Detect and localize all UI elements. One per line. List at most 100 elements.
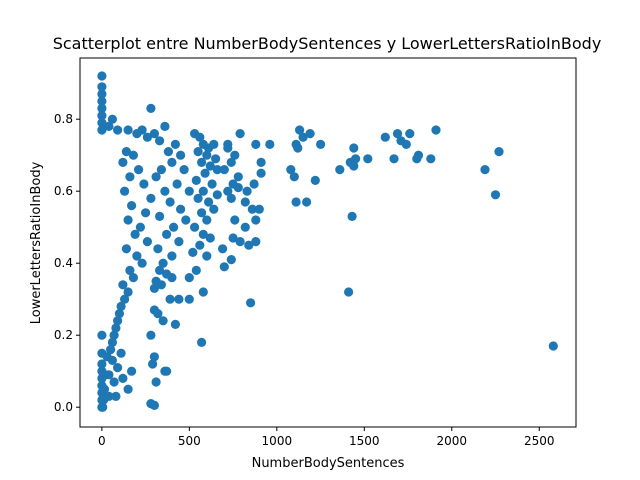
data-point-50: [118, 280, 128, 290]
data-point-206: [494, 147, 504, 157]
data-point-54: [114, 309, 124, 319]
data-point-185: [302, 197, 312, 207]
data-point-160: [226, 193, 236, 203]
data-point-29: [149, 129, 159, 139]
data-point-154: [265, 139, 275, 149]
data-point-184: [291, 197, 301, 207]
data-point-182: [316, 139, 326, 149]
data-point-125: [207, 179, 217, 189]
data-point-167: [228, 233, 238, 243]
data-point-22: [104, 391, 114, 401]
data-point-84: [155, 211, 165, 221]
data-point-120: [197, 157, 207, 167]
data-point-52: [120, 294, 130, 304]
data-point-66: [127, 366, 137, 376]
data-point-193: [344, 287, 354, 297]
data-point-32: [128, 150, 138, 160]
data-point-136: [195, 240, 205, 250]
data-point-191: [349, 143, 359, 153]
data-point-198: [401, 139, 411, 149]
data-point-17: [98, 402, 108, 412]
data-point-204: [480, 165, 490, 175]
data-point-41: [123, 215, 133, 225]
data-point-130: [209, 204, 219, 214]
y-tick-label-4: 0.8: [54, 112, 73, 126]
data-point-95: [156, 280, 166, 290]
data-point-146: [226, 157, 236, 167]
data-point-142: [184, 294, 194, 304]
data-point-151: [235, 129, 245, 139]
data-point-188: [349, 161, 359, 171]
data-point-88: [174, 237, 184, 247]
data-point-57: [109, 330, 119, 340]
chart-title: Scatterplot entre NumberBodySentences y …: [53, 34, 602, 53]
data-point-109: [151, 377, 161, 387]
data-point-153: [251, 139, 261, 149]
data-point-30: [142, 132, 152, 142]
data-point-202: [426, 154, 436, 164]
data-point-180: [291, 139, 301, 149]
data-point-104: [146, 330, 156, 340]
data-point-4: [97, 103, 107, 113]
data-point-55: [113, 316, 123, 326]
data-point-83: [176, 204, 186, 214]
data-point-10: [97, 359, 107, 369]
data-point-39: [127, 201, 137, 211]
data-point-139: [191, 265, 201, 275]
data-point-194: [380, 132, 390, 142]
data-point-169: [244, 240, 254, 250]
data-point-189: [351, 154, 361, 164]
x-tick-label-0: 0: [98, 434, 106, 448]
data-point-133: [190, 222, 200, 232]
data-point-132: [202, 215, 212, 225]
data-point-42: [135, 222, 145, 232]
y-tick-label-3: 0.6: [54, 184, 73, 198]
data-point-5: [97, 111, 107, 121]
data-point-166: [240, 222, 250, 232]
data-point-44: [142, 237, 152, 247]
data-point-53: [116, 301, 126, 311]
data-point-24: [104, 121, 114, 131]
y-tick-label-2: 0.4: [54, 256, 73, 270]
data-point-36: [139, 179, 149, 189]
data-point-58: [107, 337, 117, 347]
y-axis-label: LowerLettersRatioInBody: [29, 161, 44, 324]
data-point-19: [99, 384, 110, 394]
x-axis-ticks: 0 500 1000 1500 2000 2500: [98, 427, 555, 448]
data-point-97: [149, 283, 159, 293]
data-point-38: [146, 193, 156, 203]
data-point-34: [134, 165, 144, 175]
x-axis-label: NumberBodySentences: [252, 456, 405, 471]
data-point-73: [163, 147, 173, 157]
data-point-131: [197, 208, 207, 218]
data-point-47: [137, 258, 147, 268]
data-point-117: [193, 147, 203, 157]
data-point-129: [204, 197, 214, 207]
data-point-7: [97, 125, 107, 135]
data-point-86: [169, 222, 179, 232]
data-point-74: [176, 150, 186, 160]
data-point-128: [193, 193, 203, 203]
data-point-118: [202, 150, 212, 160]
data-point-103: [158, 316, 168, 326]
data-point-0: [97, 71, 107, 81]
x-tick-label-1: 500: [178, 434, 201, 448]
data-point-59: [106, 345, 116, 355]
data-point-6: [97, 118, 107, 128]
data-point-150: [223, 186, 233, 196]
data-point-51: [123, 287, 133, 297]
data-point-179: [298, 132, 308, 142]
data-point-72: [170, 139, 180, 149]
data-point-102: [170, 319, 180, 329]
data-point-61: [107, 355, 117, 365]
data-point-90: [167, 251, 177, 261]
data-point-156: [233, 183, 243, 193]
data-point-127: [212, 190, 222, 200]
plot-frame: [79, 57, 577, 428]
data-point-81: [184, 186, 194, 196]
data-point-147: [219, 165, 229, 175]
data-point-80: [160, 186, 170, 196]
data-point-203: [431, 125, 441, 135]
data-point-159: [256, 168, 266, 178]
data-point-157: [242, 186, 252, 196]
